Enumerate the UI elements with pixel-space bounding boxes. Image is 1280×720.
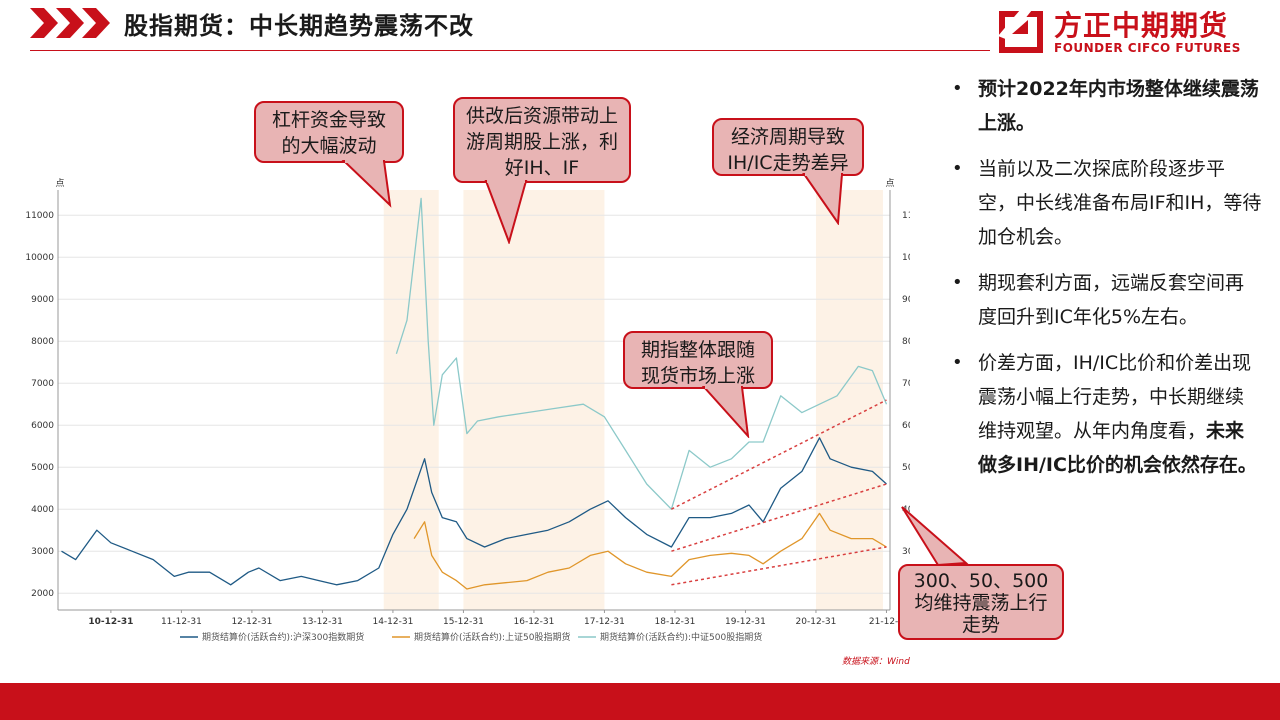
callout-follow-spot: 期指整体跟随现货市场上涨 (623, 331, 773, 389)
company-logo: 方正中期期货 FOUNDER CIFCO FUTURES (998, 4, 1258, 56)
callout-oscillate: 300、50、500均维持震荡上行走势 (898, 564, 1064, 640)
bullet-dot-icon: • (952, 352, 963, 373)
trend-line (671, 546, 887, 586)
trend-line (671, 483, 887, 552)
x-tick-label: 20-12-31 (796, 617, 837, 627)
y-tick-label-left: 5000 (31, 463, 54, 473)
footer-bar (0, 683, 1280, 720)
bullet-text: 预计2022年内市场整体继续震荡上涨。 (978, 78, 1259, 134)
y-tick-label-left: 8000 (31, 337, 54, 347)
x-tick-label: 17-12-31 (584, 617, 625, 627)
highlight-band (383, 190, 439, 610)
callout-economic-cycle-tail (802, 173, 844, 225)
bullet-text: 期现套利方面，远端反套空间再度回升到IC年化5%左右。 (978, 272, 1245, 328)
x-tick-label: 13-12-31 (302, 617, 343, 627)
x-tick-label: 12-12-31 (231, 617, 272, 627)
series-line (61, 437, 887, 586)
y-tick-label-right: 6000 (902, 421, 910, 431)
callout-oscillate-tail (901, 506, 969, 567)
y-tick-label-right: 10000 (902, 253, 910, 263)
page-title: 股指期货：中长期趋势震荡不改 (124, 12, 474, 40)
callout-leverage: 杠杆资金导致的大幅波动 (254, 101, 404, 163)
y-tick-label-left: 2000 (31, 589, 54, 599)
callout-economic-cycle-text: 经济周期导致IH/IC走势差异 (727, 126, 849, 174)
bullet-item: • 期现套利方面，远端反套空间再度回升到IC年化5%左右。 (952, 266, 1262, 334)
bullet-text-plain: 价差方面，IH/IC比价和价差出现震荡小幅上行走势，中长期继续维持观望。从年内角… (978, 352, 1252, 442)
callout-supply-reform: 供改后资源带动上游周期股上涨，利好IH、IF (453, 97, 631, 183)
x-tick-label: 21-12-3 (869, 617, 904, 627)
y-tick-label-left: 6000 (31, 421, 54, 431)
callout-oscillate-text: 300、50、500均维持震荡上行走势 (913, 570, 1049, 636)
x-tick-label: 10-12-31 (88, 617, 133, 627)
y-tick-label-left: 9000 (31, 295, 54, 305)
y-tick-label-left: 10000 (25, 253, 54, 263)
bullet-item: • 当前以及二次探底阶段逐步平空，中长线准备布局IF和IH，等待加仓机会。 (952, 152, 1262, 254)
callout-economic-cycle: 经济周期导致IH/IC走势差异 (712, 118, 864, 176)
x-tick-label: 11-12-31 (161, 617, 202, 627)
y-tick-label-right: 5000 (902, 463, 910, 473)
x-tick-label: 15-12-31 (443, 617, 484, 627)
highlight-band (463, 190, 605, 610)
callout-leverage-tail (341, 160, 392, 208)
bullet-dot-icon: • (952, 158, 963, 179)
logo-english-name: FOUNDER CIFCO FUTURES (1054, 41, 1241, 55)
analysis-bullets: • 预计2022年内市场整体继续震荡上涨。 • 当前以及二次探底阶段逐步平空，中… (952, 72, 1262, 494)
y-tick-label-left: 11000 (25, 211, 54, 221)
logo-chinese-name: 方正中期期货 (1054, 9, 1229, 42)
bullet-dot-icon: • (952, 272, 963, 293)
legend-label: 期货结算价(活跃合约):上证50股指期货 (414, 631, 571, 643)
callout-follow-spot-text: 期指整体跟随现货市场上涨 (640, 339, 755, 387)
data-source-note: 数据来源：Wind (842, 657, 910, 667)
y-tick-label-right: 11000 (902, 211, 910, 221)
x-tick-label: 16-12-31 (514, 617, 555, 627)
x-tick-label: 14-12-31 (372, 617, 413, 627)
futures-price-chart: 2000 3000 4000 5000 6000 7000 8000 9000 10000 110… (25, 178, 910, 643)
bullet-item: • 预计2022年内市场整体继续震荡上涨。 (952, 72, 1262, 140)
bullet-dot-icon: • (952, 78, 963, 99)
y-tick-label-right: 3000 (902, 547, 910, 557)
highlight-band (815, 190, 883, 610)
y-tick-label-right: 9000 (902, 295, 910, 305)
y-tick-label-right: 7000 (902, 379, 910, 389)
y-tick-label-right: 8000 (902, 337, 910, 347)
series-line (413, 512, 887, 590)
header-divider (30, 50, 990, 51)
y-tick-label-left: 3000 (31, 547, 54, 557)
header-arrows-icon (30, 8, 110, 38)
trend-line (671, 399, 887, 510)
legend-label: 期货结算价(活跃合约):沪深300指数期货 (202, 631, 364, 643)
series-line (395, 197, 888, 510)
callout-leverage-text: 杠杆资金导致的大幅波动 (271, 109, 386, 157)
bullet-text: 价差方面，IH/IC比价和价差出现震荡小幅上行走势，中长期继续维持观望。从年内角… (978, 346, 1262, 482)
callout-supply-reform-text: 供改后资源带动上游周期股上涨，利好IH、IF (465, 105, 618, 179)
x-tick-label: 18-12-31 (655, 617, 696, 627)
y-unit-left: 点 (55, 178, 64, 189)
founder-logo-icon (998, 10, 1043, 53)
y-tick-label-left: 4000 (31, 505, 54, 515)
y-unit-right: 点 (885, 178, 894, 189)
bullet-text: 当前以及二次探底阶段逐步平空，中长线准备布局IF和IH，等待加仓机会。 (978, 158, 1262, 248)
bullet-item: • 价差方面，IH/IC比价和价差出现震荡小幅上行走势，中长期继续维持观望。从年… (952, 346, 1262, 482)
bullet-text-emphasis: 未来做多IH/IC比价的机会依然存在。 (978, 420, 1257, 476)
callout-supply-reform-tail (484, 180, 528, 244)
legend-label: 期货结算价(活跃合约):中证500股指期货 (600, 631, 762, 643)
y-tick-label-left: 7000 (31, 379, 54, 389)
x-tick-label: 19-12-31 (725, 617, 766, 627)
callout-follow-spot-tail (701, 386, 750, 438)
